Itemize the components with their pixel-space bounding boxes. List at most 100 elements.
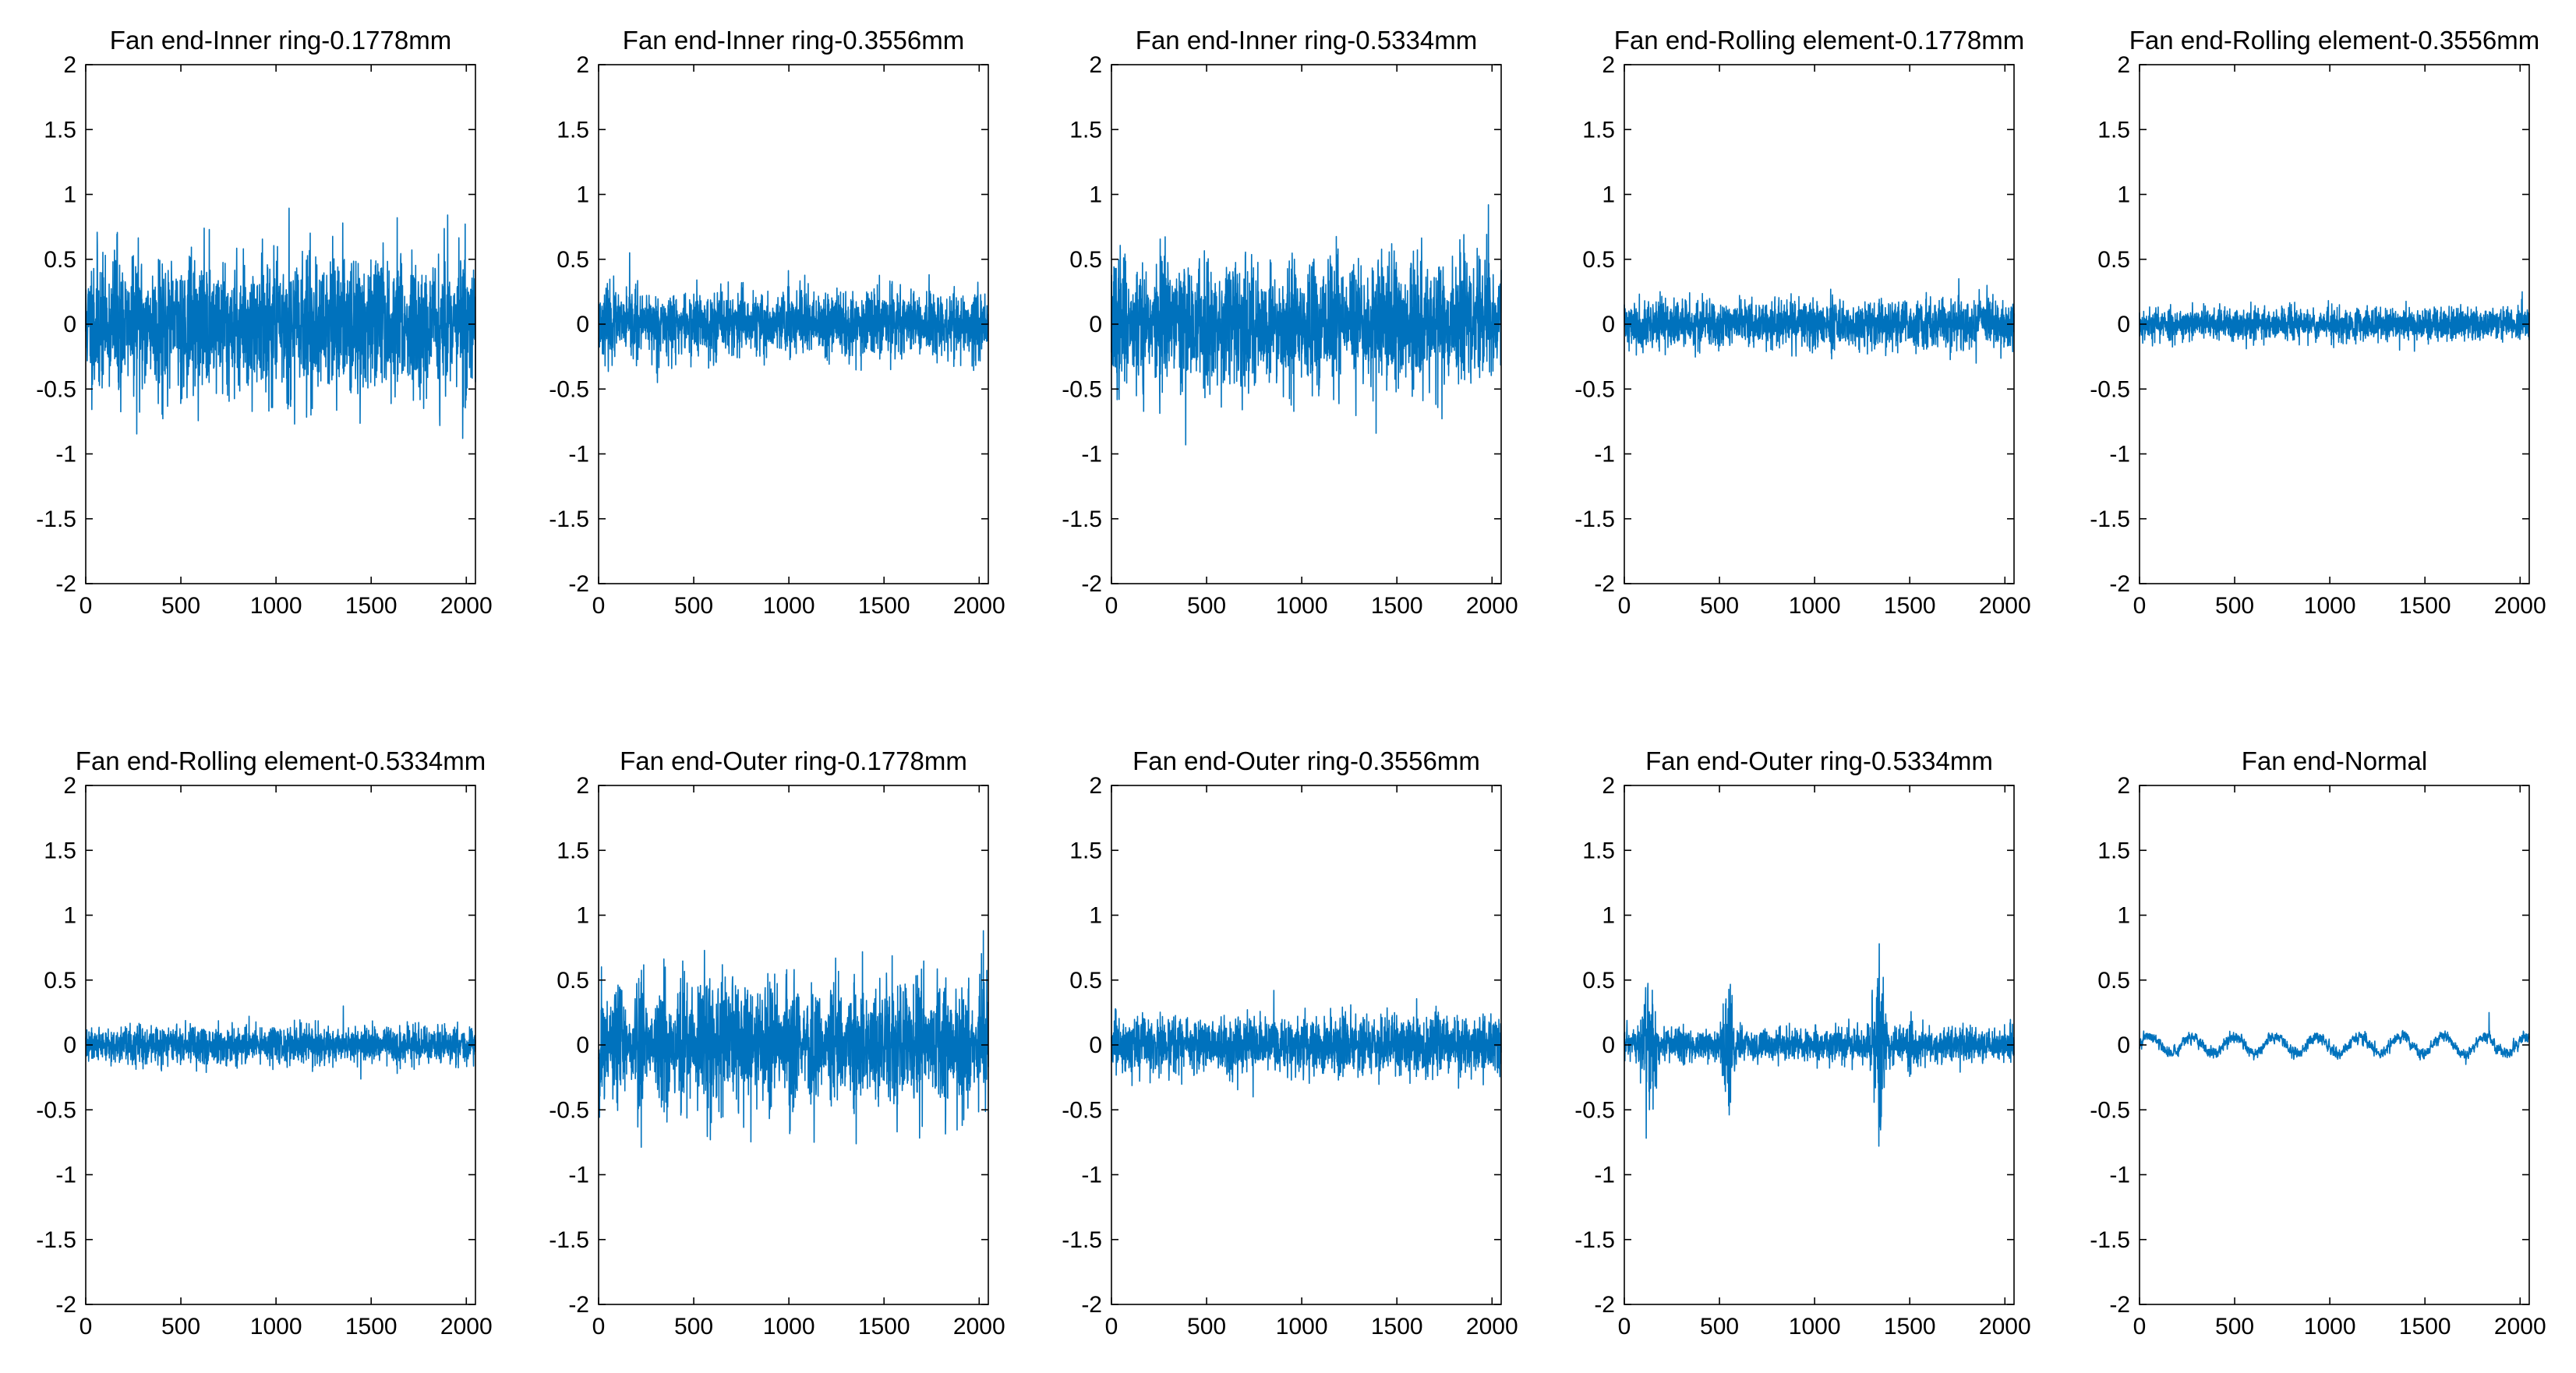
x-tick-label: 1000	[1276, 593, 1328, 619]
subplot-title: Fan end-Outer ring-0.1778mm	[620, 747, 967, 775]
x-tick-label: 500	[674, 593, 713, 619]
y-tick-label: 1.5	[1069, 838, 1102, 863]
y-tick-label: 0	[1602, 312, 1615, 337]
y-tick-label: 0	[2117, 312, 2130, 337]
y-tick-label: 2	[63, 773, 76, 799]
y-tick-label: 2	[1089, 52, 1102, 78]
y-tick-label: -2	[1594, 571, 1615, 597]
subplot-10: Fan end-Normal -2 -1.5 -1 -0.5 0 0.5 1 1.5 2 0 500 1…	[2090, 747, 2546, 1339]
x-tick-label: 2000	[2494, 1314, 2546, 1339]
series-line-signal	[1111, 990, 1502, 1098]
y-tick-label: 1.5	[1069, 117, 1102, 143]
y-tick-label: -1.5	[1574, 1227, 1615, 1253]
x-tick-label: 0	[592, 593, 606, 619]
y-tick-label: -2	[568, 571, 589, 597]
series-line-signal	[2139, 291, 2530, 352]
series-line-signal	[1624, 277, 2015, 364]
subplot-title: Fan end-Outer ring-0.5334mm	[1645, 747, 1993, 775]
y-tick-label: 1.5	[44, 117, 76, 143]
x-tick-label: 2000	[1466, 1314, 1518, 1339]
subplot-title: Fan end-Outer ring-0.3556mm	[1133, 747, 1480, 775]
y-tick-label: 0	[1089, 1032, 1102, 1058]
subplot-title: Fan end-Rolling element-0.1778mm	[1614, 26, 2024, 55]
x-tick-label: 1500	[1884, 1314, 1936, 1339]
x-tick-label: 0	[80, 1314, 93, 1339]
y-tick-label: 1.5	[557, 117, 589, 143]
y-tick-label: 2	[2117, 52, 2130, 78]
subplot-9: Fan end-Outer ring-0.5334mm -2 -1.5 -1 -0.5 0…	[1574, 747, 2030, 1339]
y-tick-label: 2	[1602, 52, 1615, 78]
subplot-2: Fan end-Inner ring-0.3556mm -2 -1.5 -1 -0.5 0…	[549, 26, 1005, 619]
series-line-signal	[1111, 204, 1502, 446]
x-tick-label: 1500	[1884, 593, 1936, 619]
x-tick-label: 2000	[1979, 593, 2031, 619]
y-tick-label: 0.5	[1582, 247, 1615, 273]
y-tick-label: 2	[1089, 773, 1102, 799]
x-tick-label: 2000	[1466, 593, 1518, 619]
subplot-7: Fan end-Outer ring-0.1778mm -2 -1.5 -1 -0.5 0…	[549, 747, 1005, 1339]
y-tick-label: -1	[1594, 1163, 1615, 1188]
y-tick-label: -1.5	[36, 506, 76, 532]
x-tick-label: 0	[2133, 1314, 2147, 1339]
x-tick-label: 500	[674, 1314, 713, 1339]
y-tick-label: -1.5	[549, 506, 589, 532]
series-line-signal	[85, 1005, 476, 1080]
y-tick-label: 0.5	[1582, 968, 1615, 994]
x-tick-label: 1000	[763, 1314, 815, 1339]
y-tick-label: 0.5	[557, 247, 589, 273]
y-tick-label: -0.5	[549, 1097, 589, 1123]
y-tick-label: 2	[576, 52, 589, 78]
y-tick-label: 1	[576, 182, 589, 208]
subplot-6: Fan end-Rolling element-0.5334mm -2 -1.5 -1…	[36, 747, 492, 1339]
y-tick-label: 1.5	[1582, 838, 1615, 863]
y-tick-label: 0.5	[2097, 968, 2130, 994]
y-tick-label: 2	[63, 52, 76, 78]
y-tick-label: 0.5	[44, 968, 76, 994]
y-tick-label: 0	[63, 312, 76, 337]
y-tick-label: -1	[55, 1163, 76, 1188]
y-tick-label: 0	[1602, 1032, 1615, 1058]
y-tick-label: 1.5	[2097, 838, 2130, 863]
y-tick-label: 0.5	[1069, 247, 1102, 273]
x-tick-label: 2000	[953, 593, 1005, 619]
y-tick-label: 1	[1089, 182, 1102, 208]
y-tick-label: 2	[576, 773, 589, 799]
subplot-4: Fan end-Rolling element-0.1778mm -2 -1.5 -1…	[1574, 26, 2030, 619]
y-tick-label: -0.5	[36, 376, 76, 402]
x-tick-label: 1000	[1789, 593, 1841, 619]
x-tick-label: 0	[1105, 1314, 1118, 1339]
y-tick-label: -1	[55, 442, 76, 468]
y-tick-label: -2	[1081, 571, 1102, 597]
series-line-signal	[2139, 1011, 2530, 1065]
y-tick-label: -2	[55, 571, 76, 597]
y-tick-label: -2	[2109, 1292, 2130, 1318]
subplot-title: Fan end-Inner ring-0.3556mm	[623, 26, 964, 55]
x-tick-label: 0	[1105, 593, 1118, 619]
x-tick-label: 1500	[2399, 1314, 2451, 1339]
series-line-signal	[1624, 943, 2015, 1147]
x-tick-label: 2000	[953, 1314, 1005, 1339]
y-tick-label: -1	[1081, 1163, 1102, 1188]
y-tick-label: 0	[1089, 312, 1102, 337]
y-tick-label: -1.5	[1062, 1227, 1102, 1253]
x-tick-label: 500	[1187, 1314, 1226, 1339]
x-tick-label: 500	[2215, 1314, 2254, 1339]
x-tick-label: 1000	[763, 593, 815, 619]
subplot-1: Fan end-Inner ring-0.1778mm -2 -1.5 -1 -0.5 0…	[36, 26, 492, 619]
subplot-5: Fan end-Rolling element-0.3556mm -2 -1.5 -1…	[2090, 26, 2546, 619]
x-tick-label: 1500	[1371, 593, 1423, 619]
x-tick-label: 2000	[2494, 593, 2546, 619]
x-tick-label: 1000	[1789, 1314, 1841, 1339]
y-tick-label: 1.5	[1582, 117, 1615, 143]
y-tick-label: -0.5	[1574, 1097, 1615, 1123]
y-tick-label: 1.5	[44, 838, 76, 863]
y-tick-label: -2	[568, 1292, 589, 1318]
y-tick-label: -1.5	[2090, 1227, 2130, 1253]
x-tick-label: 0	[1618, 593, 1631, 619]
x-tick-label: 1000	[250, 593, 302, 619]
y-tick-label: -2	[1081, 1292, 1102, 1318]
y-tick-label: 1.5	[2097, 117, 2130, 143]
y-tick-label: -0.5	[549, 376, 589, 402]
y-tick-label: 1	[2117, 182, 2130, 208]
